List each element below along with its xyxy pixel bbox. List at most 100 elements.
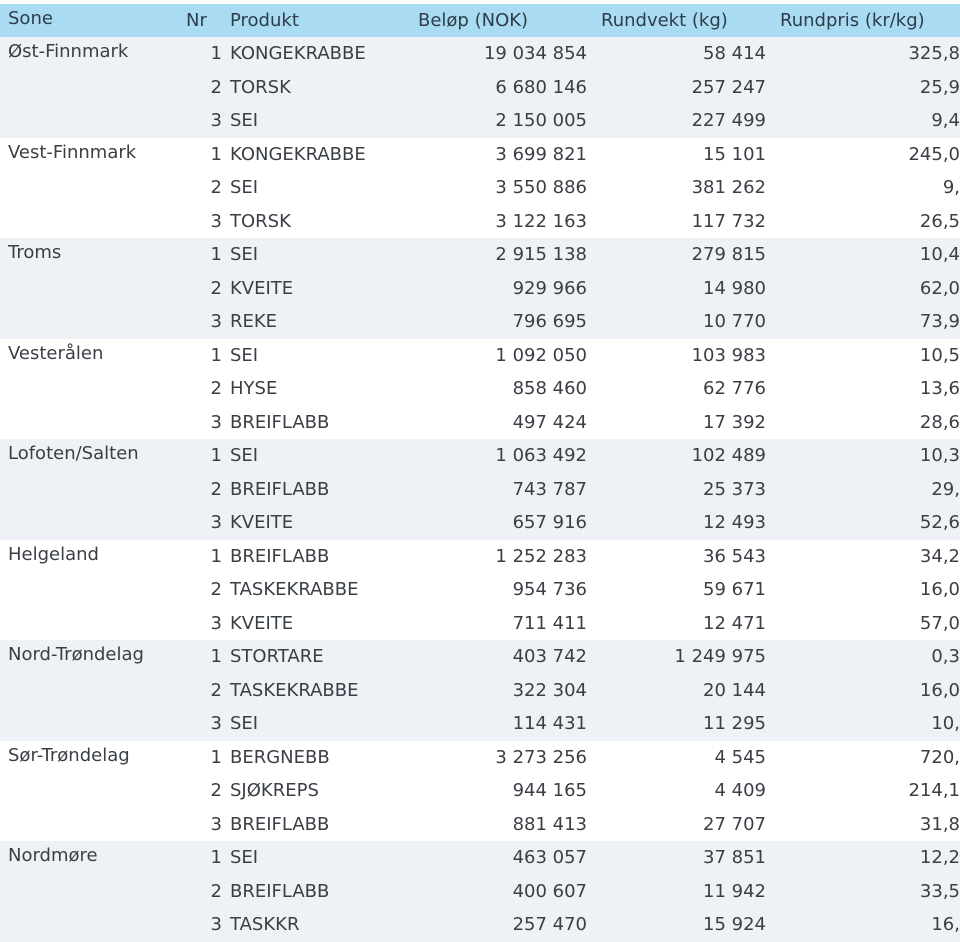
rank-cell: 3 [210, 411, 222, 433]
amount-cell: 497 424 [512, 411, 587, 433]
product-cell: SEI [230, 110, 259, 131]
product-cell: TORSK [230, 210, 291, 232]
amount-cell: 944 165 [512, 780, 587, 801]
rank-cell: 1 [210, 244, 222, 265]
rank-cell: 2 [210, 378, 222, 399]
product-cell: KONGEKRABBE [230, 43, 366, 64]
price-cell: 12,2 [919, 847, 960, 868]
product-cell: KVEITE [230, 612, 294, 634]
zone-cell: Vest-Finnmark [8, 141, 137, 163]
amount-cell: 881 413 [512, 813, 587, 835]
price-cell: 28,6 [919, 411, 960, 433]
rank-cell: 1 [210, 545, 222, 567]
product-cell: BREIFLABB [230, 411, 330, 433]
rank-cell: 1 [210, 143, 222, 165]
price-cell: 10, [931, 713, 960, 734]
amount-cell: 6 680 146 [495, 76, 587, 98]
amount-cell: 711 411 [512, 612, 587, 634]
product-cell: BREIFLABB [230, 880, 330, 902]
amount-cell: 1 092 050 [495, 344, 587, 366]
table-row: 3 TASKKR 257 470 15 924 16, [0, 908, 960, 942]
rank-cell: 2 [210, 780, 222, 801]
rank-cell: 3 [210, 713, 222, 734]
zone-cell: Troms [8, 242, 62, 263]
weight-cell: 10 770 [703, 311, 766, 332]
product-cell: KVEITE [230, 512, 294, 533]
weight-cell: 36 543 [703, 545, 766, 567]
price-cell: 13,6 [919, 378, 960, 399]
amount-cell: 400 607 [512, 880, 587, 902]
table-row: 3 SEI 2 150 005 227 499 9,4 [0, 104, 960, 138]
zone-cell: Sør-Trøndelag [8, 744, 130, 766]
amount-cell: 114 431 [512, 713, 587, 734]
weight-cell: 102 489 [691, 445, 766, 466]
rank-cell: 2 [210, 679, 222, 701]
weight-cell: 14 980 [703, 277, 766, 299]
amount-cell: 3 122 163 [495, 210, 587, 232]
table-row: Troms 1 SEI 2 915 138 279 815 10,4 [0, 238, 960, 272]
table-row: 2 TASKEKRABBE 322 304 20 144 16,0 [0, 673, 960, 707]
amount-cell: 954 736 [512, 579, 587, 600]
price-cell: 9, [942, 177, 960, 198]
amount-cell: 858 460 [512, 378, 587, 399]
amount-cell: 322 304 [512, 679, 587, 701]
rank-cell: 3 [210, 813, 222, 835]
price-cell: 52,6 [919, 512, 960, 533]
product-cell: BREIFLABB [230, 545, 330, 567]
rank-cell: 3 [210, 512, 222, 533]
product-cell: SEI [230, 244, 259, 265]
product-cell: KVEITE [230, 277, 294, 299]
product-cell: SEI [230, 344, 259, 366]
product-cell: BREIFLABB [230, 478, 330, 500]
weight-cell: 11 942 [703, 880, 766, 902]
price-cell: 214,1 [908, 780, 960, 801]
amount-cell: 743 787 [512, 478, 587, 500]
rank-cell: 1 [210, 746, 222, 768]
table-row: Nord-Trøndelag 1 STORTARE 403 742 1 249 975 0… [0, 640, 960, 674]
price-cell: 10,5 [919, 344, 960, 366]
weight-cell: 4 409 [714, 780, 766, 801]
weight-cell: 279 815 [691, 244, 766, 265]
rank-cell: 2 [210, 880, 222, 902]
product-cell: BREIFLABB [230, 813, 330, 835]
weight-cell: 117 732 [691, 210, 766, 232]
rank-cell: 2 [210, 478, 222, 500]
weight-cell: 62 776 [703, 378, 766, 399]
product-cell: STORTARE [230, 646, 324, 667]
table-row: Nordmøre 1 SEI 463 057 37 851 12,2 [0, 841, 960, 875]
amount-cell: 3 699 821 [495, 143, 587, 165]
price-cell: 16,0 [919, 579, 960, 600]
table-row: Øst-Finnmark 1 KONGEKRABBE 19 034 854 58 414… [0, 37, 960, 71]
product-cell: SEI [230, 177, 259, 198]
amount-cell: 257 470 [512, 914, 587, 935]
weight-cell: 15 924 [703, 914, 766, 935]
product-cell: TASKEKRABBE [230, 679, 359, 701]
table-header: Sone Nr Produkt Beløp (NOK) Rundvekt (kg… [0, 4, 960, 37]
rank-cell: 3 [210, 311, 222, 332]
amount-cell: 1 252 283 [495, 545, 587, 567]
price-cell: 31,8 [919, 813, 960, 835]
rank-cell: 2 [210, 177, 222, 198]
rank-cell: 3 [210, 110, 222, 131]
amount-cell: 3 273 256 [495, 746, 587, 768]
table-row: 2 SEI 3 550 886 381 262 9, [0, 171, 960, 205]
product-cell: SEI [230, 847, 259, 868]
weight-cell: 227 499 [691, 110, 766, 131]
table-row: 2 KVEITE 929 966 14 980 62,0 [0, 271, 960, 305]
product-cell: HYSE [230, 378, 278, 399]
weight-cell: 12 471 [703, 612, 766, 634]
amount-cell: 19 034 854 [483, 43, 587, 64]
weight-cell: 1 249 975 [674, 646, 766, 667]
amount-cell: 657 916 [512, 512, 587, 533]
weight-cell: 58 414 [703, 43, 766, 64]
weight-cell: 37 851 [703, 847, 766, 868]
product-cell: SEI [230, 445, 259, 466]
product-cell: KONGEKRABBE [230, 143, 366, 165]
weight-cell: 17 392 [703, 411, 766, 433]
rank-cell: 1 [210, 445, 222, 466]
table-row: 3 BREIFLABB 881 413 27 707 31,8 [0, 807, 960, 841]
weight-cell: 12 493 [703, 512, 766, 533]
weight-cell: 25 373 [703, 478, 766, 500]
zone-cell: Vesterålen [8, 342, 104, 364]
header-nr: Nr [186, 10, 207, 31]
